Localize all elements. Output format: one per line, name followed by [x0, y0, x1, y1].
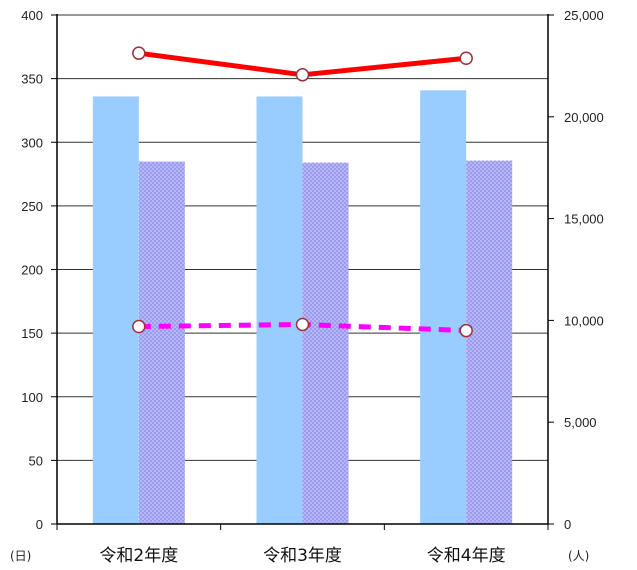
bar-series2-3 [466, 160, 513, 524]
right-axis-unit-label: (人) [568, 549, 589, 563]
right-tick-label: 5,000 [564, 415, 597, 430]
left-tick-label: 100 [21, 390, 43, 405]
category-label: 令和4年度 [427, 546, 506, 566]
right-tick-label: 0 [564, 517, 571, 532]
category-label: 令和3年度 [263, 546, 342, 566]
left-tick-label: 400 [21, 8, 43, 23]
left-axis-unit-label: (日) [10, 549, 31, 563]
right-tick-label: 20,000 [564, 110, 604, 125]
bars [92, 90, 513, 525]
axis-labels: 0 50 100 150 200 250 300 350 400 0 5,000 10,000 15,0… [21, 8, 603, 566]
left-tick-label: 150 [21, 326, 43, 341]
line-series2-marker-2 [295, 317, 310, 332]
left-tick-label: 350 [21, 72, 43, 87]
left-tick-label: 0 [36, 517, 43, 532]
left-tick-label: 250 [21, 199, 43, 214]
line-series1-marker-2 [295, 68, 310, 82]
axes [51, 14, 554, 530]
bar-series1-3 [420, 90, 467, 524]
line-series2-marker-1 [132, 319, 146, 334]
line-series1-marker-1 [132, 46, 146, 60]
line-series2-marker-3 [459, 323, 473, 338]
lines [132, 46, 473, 338]
left-tick-label: 50 [29, 453, 43, 468]
bar-series1-2 [256, 96, 303, 524]
bar-series2-2 [302, 162, 349, 525]
right-tick-label: 25,000 [564, 8, 604, 23]
category-label: 令和2年度 [99, 546, 178, 566]
left-tick-label: 300 [21, 135, 43, 150]
bar-series2-1 [138, 161, 185, 525]
right-tick-label: 15,000 [564, 212, 604, 227]
left-tick-label: 200 [21, 263, 43, 278]
line-series1-marker-3 [459, 51, 473, 66]
bar-series1-1 [92, 96, 139, 524]
right-tick-label: 10,000 [564, 313, 604, 328]
